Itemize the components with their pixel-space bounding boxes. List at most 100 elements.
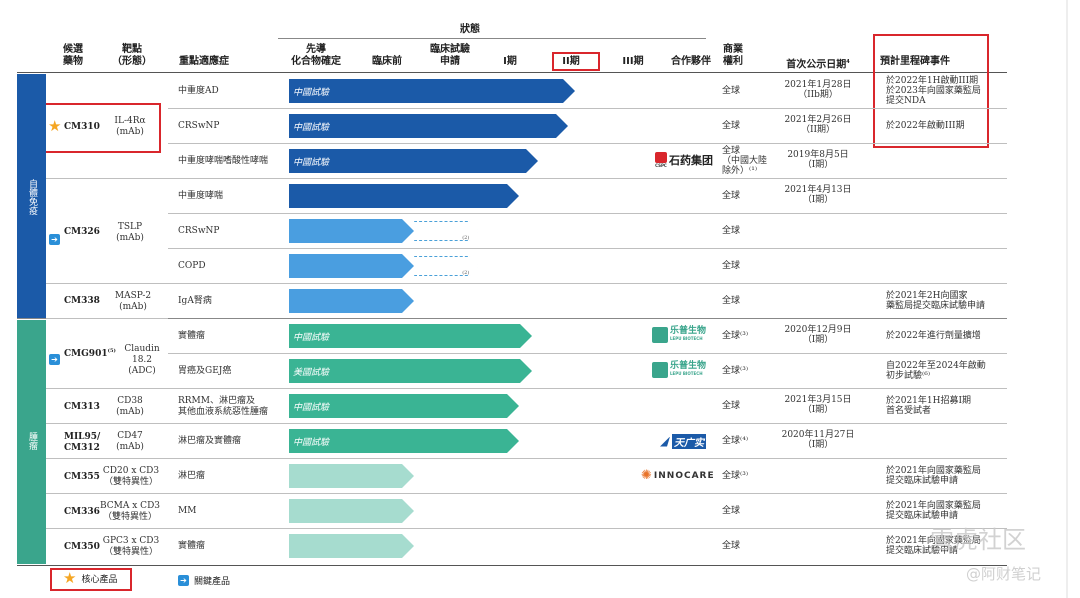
group-divider [46,318,168,319]
lepu-logo-icon-2 [652,362,668,378]
milestone-cell: 於2021年向國家藥監局 提交臨床試驗申請 [886,466,981,486]
rights-cell: 全球 [722,121,741,131]
indication-cell: 胃癌及GEJ癌 [178,366,232,376]
partner-innocare: ✺ INNOCARE [641,468,715,483]
oncology-label: 腫瘤 [27,432,37,450]
candidate-cm338[interactable]: CM338 [64,296,100,306]
milestone-cell: 於2021年2H向國家 藥監局提交臨床試驗申請 [886,291,986,311]
col-first-disclosure-note: 4 [846,59,850,65]
progress-bar-body [289,184,508,208]
indication-cell: 中重度哮喘 [178,191,224,201]
planned-progress-note: (2) [462,235,470,241]
milestone-cell: 於2021年向國家藥監局 提交臨床試驗申請 [886,536,981,556]
partner-tianguang: 天广实 [660,434,706,449]
group-divider [46,388,168,389]
candidate-cm350[interactable]: CM350 [64,542,100,552]
col-first-disclosure: 首次公示日期4 [786,59,850,71]
progress-bar [289,184,520,208]
status-underline [278,38,706,39]
progress-bar-body: 中國試驗 [289,324,520,348]
progress-bar-body [289,499,403,523]
legend-key-label: 關鍵產品 [194,577,231,587]
milestone-cell: 於2022年進行劑量擴增 [886,331,981,341]
indication-cell: 實體瘤 [178,541,206,551]
progress-bar: 美國試驗 [289,359,532,383]
first-disclosure-cell: 2020年11月27日 （I期） [781,430,855,450]
candidate-cm326[interactable]: CM326 [64,227,100,237]
progress-bar [289,219,415,243]
col-indication: 重點適應症 [179,56,229,67]
target-cm355: CD20 x CD3 （雙特異性） [102,466,160,487]
target-cm338: MASP-2 (mAb) [114,291,152,312]
cspc-name: 石药集团 [669,154,713,167]
progress-bar-tip [402,254,415,278]
progress-bar-tip [507,429,520,453]
first-disclosure-cell: 2021年2月26日 （II期） [784,115,852,135]
watermark-community: 雪虎社区 [930,526,1026,554]
indication-cell: CRSwNP [178,121,220,131]
progress-bar: 中國試驗 [289,79,575,103]
row-divider [168,143,1007,144]
innocare-name: INNOCARE [653,470,715,481]
indication-cell: 實體瘤 [178,331,206,341]
candidate-cm336[interactable]: CM336 [64,507,100,517]
progress-bar-tip [519,324,532,348]
progress-bar-body [289,464,403,488]
table-bottom-line [17,565,1007,566]
indication-cell: 中重度AD [178,86,219,96]
indication-cell: 淋巴瘤 [178,471,206,481]
planned-progress-outline [414,221,479,241]
candidate-cmg901[interactable]: CMG901(5) [64,348,116,359]
rights-cell: 全球 （中國大陸 除外）⁽¹⁾ [722,146,768,176]
progress-bar-body [289,534,403,558]
rights-cell: 全球 [722,506,741,516]
group-divider [46,283,168,284]
progress-bar-tip [525,149,538,173]
row-divider [168,248,1007,249]
row-divider [168,458,1007,459]
progress-bar: 中國試驗 [289,324,532,348]
col-milestones: 預計里程碑事件 [880,56,950,67]
rights-cell: 全球 [722,226,741,236]
tianguang-name: 天广实 [672,434,706,449]
progress-bar-tip [507,184,520,208]
candidate-cm313[interactable]: CM313 [64,402,100,412]
rights-cell: 全球⁽³⁾ [722,366,749,376]
col-preclinical: 臨床前 [372,56,402,67]
progress-bar-body [289,289,403,313]
legend-core-label: 核心產品 [81,575,118,585]
indication-cell: MM [178,506,197,516]
col-phase2: II期 [562,56,580,67]
oncology-band: 腫瘤 [17,320,46,564]
milestone-highlight [873,34,989,148]
cm326-key-icon: ➔ [49,227,60,246]
group-divider [46,458,168,459]
candidate-mil95[interactable]: MIL95/ CM312 [64,432,101,453]
col-ind: 臨床試驗 申請 [430,44,470,67]
row-divider [168,353,1007,354]
progress-bar-body [289,219,403,243]
legend-core: ★ 核心產品 [63,571,117,586]
row-divider [168,528,1007,529]
progress-bar-tip [556,114,569,138]
target-cm310: IL-4Rα (mAb) [114,116,146,137]
progress-bar-body: 中國試驗 [289,429,508,453]
progress-bar-body [289,254,403,278]
legend-key: ➔ 關鍵產品 [178,574,230,587]
progress-bar [289,534,415,558]
status-header: 狀態 [460,24,480,35]
milestone-cell: 於2021年1H招募I期 首名受試者 [886,396,972,416]
row-divider [168,423,1007,424]
candidate-cm310[interactable]: CM310 [64,122,100,132]
autoimmune-band: 自體免疫 [17,74,46,318]
indication-cell: 淋巴瘤及實體瘤 [178,436,242,446]
progress-bar-tip [402,219,415,243]
candidate-cm355[interactable]: CM355 [64,472,100,482]
legend-core-box [50,568,132,591]
progress-bar: 中國試驗 [289,149,538,173]
progress-bar [289,499,415,523]
autoimmune-label: 自體免疫 [27,179,37,215]
cmg901-key-icon: ➔ [49,347,60,366]
cm310-star-icon: ★ [48,117,62,135]
progress-bar-tip [519,359,532,383]
